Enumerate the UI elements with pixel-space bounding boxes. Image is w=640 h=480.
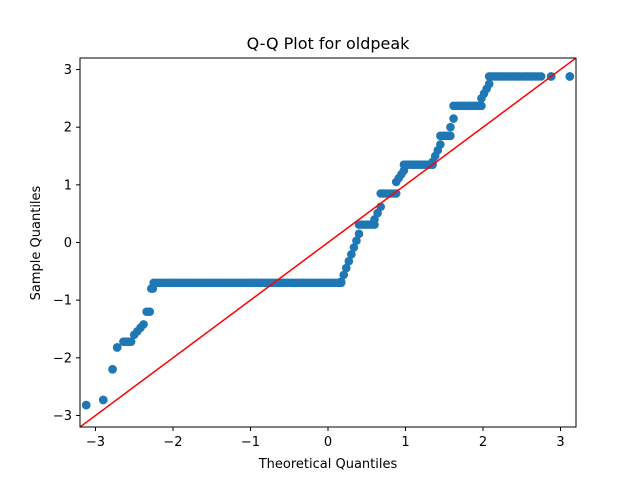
data-point [336, 277, 346, 287]
reference-line [80, 58, 576, 427]
chart-title: Q-Q Plot for oldpeak [247, 34, 411, 53]
y-tick-label: −2 [53, 351, 72, 366]
data-point [108, 365, 117, 374]
x-tick-label: −1 [241, 435, 260, 450]
x-tick-label: 0 [324, 435, 332, 450]
x-tick-label: 1 [401, 435, 409, 450]
y-axis-label: Sample Quantiles [29, 185, 44, 300]
data-point [536, 72, 546, 81]
data-point [126, 337, 136, 346]
data-point [484, 79, 494, 89]
y-tick-label: 0 [64, 236, 72, 251]
data-point [139, 320, 148, 329]
x-tick-label: −3 [86, 435, 105, 450]
data-point [347, 250, 356, 259]
data-point [565, 72, 575, 81]
y-tick-label: 3 [64, 63, 72, 78]
data-point [373, 208, 382, 218]
data-point [354, 229, 364, 239]
x-axis-ticks: −3 −2 −1 0 1 2 3 [86, 427, 565, 450]
data-point [446, 122, 455, 132]
data-point [436, 140, 445, 149]
data-point [341, 263, 351, 273]
data-point [446, 131, 455, 141]
x-axis-label: Theoretical Quantiles [258, 457, 398, 472]
x-tick-label: 2 [479, 435, 487, 450]
y-tick-label: 1 [64, 178, 72, 193]
data-points [81, 72, 575, 410]
data-point [339, 270, 349, 280]
data-point [477, 101, 486, 111]
data-point [112, 343, 122, 352]
data-point [344, 256, 354, 266]
x-tick-label: −2 [163, 435, 182, 450]
data-point [391, 189, 401, 198]
data-point [98, 395, 108, 405]
y-tick-label: 2 [64, 121, 72, 136]
x-tick-label: 3 [556, 435, 564, 450]
data-point [81, 400, 91, 410]
data-point [349, 243, 359, 252]
y-tick-label: −3 [53, 409, 72, 424]
data-point [352, 236, 361, 245]
y-axis-ticks: −3 −2 −1 0 1 2 3 [53, 63, 80, 424]
data-point [449, 114, 458, 123]
data-point [145, 307, 155, 316]
y-tick-label: −1 [53, 294, 72, 309]
